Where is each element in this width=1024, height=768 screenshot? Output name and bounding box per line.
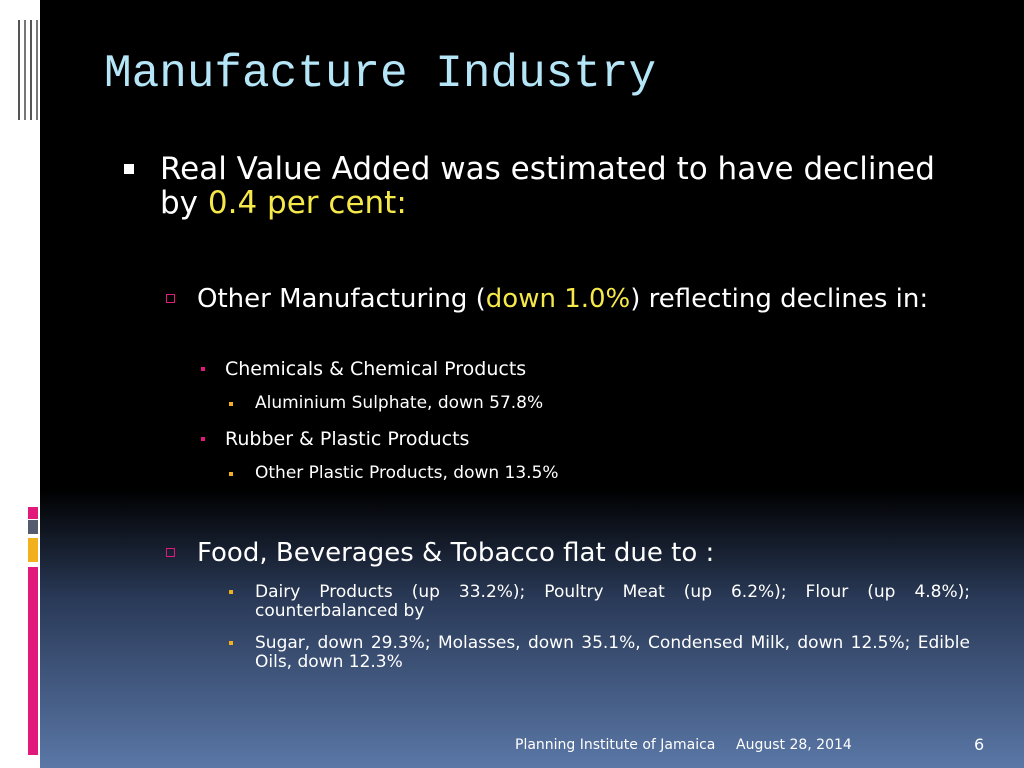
subitem: Dairy Products (up 33.2%); Poultry Meat … [255, 582, 970, 621]
page-number: 6 [974, 735, 985, 754]
title: Manufacture Industry [104, 48, 657, 100]
group-text: Other Manufacturing ( [197, 284, 486, 314]
group: Other Manufacturing (down 1.0%) reflecti… [197, 286, 970, 313]
item: Rubber & Plastic Products [225, 428, 470, 450]
item: Chemicals & Chemical Products [225, 358, 527, 380]
sidebar [0, 0, 40, 768]
footer-organization: Planning Institute of Jamaica [515, 737, 716, 753]
bullet-marker [201, 367, 205, 371]
subitem: Aluminium Sulphate, down 57.8% [255, 393, 544, 413]
group: Food, Beverages & Tobacco flat due to : [197, 538, 715, 568]
bullet-marker [229, 590, 233, 594]
bullet-marker [201, 437, 205, 441]
bullet-marker [229, 402, 233, 406]
bullet-marker [166, 548, 175, 557]
bullet-highlight: 0.4 per cent: [207, 185, 407, 221]
bullet: Real Value Added was estimated to have d… [160, 152, 972, 220]
footer-date: August 28, 2014 [736, 737, 852, 753]
subitem: Sugar, down 29.3%; Molasses, down 35.1%,… [255, 633, 970, 672]
bullet-marker [229, 641, 233, 645]
bullet-marker [124, 164, 134, 174]
bullet-marker [166, 294, 175, 303]
subitem: Other Plastic Products, down 13.5% [255, 463, 559, 483]
group-text: ) reflecting declines in: [630, 284, 929, 314]
bullet-marker [229, 472, 233, 476]
bullet-text: Real Value Added was estimated to have d… [160, 151, 935, 221]
group-highlight: down 1.0% [485, 284, 631, 314]
